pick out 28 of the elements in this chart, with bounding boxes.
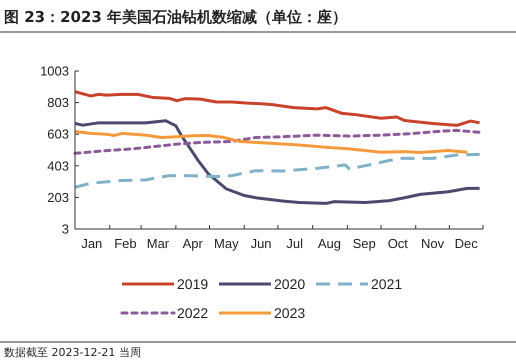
x-tick-label: Jul [286,236,304,251]
legend-label: 2021 [371,276,402,292]
x-tick-label: Nov [421,236,445,251]
x-tick-label: Oct [388,236,408,251]
legend-label: 2020 [274,276,306,292]
x-tick-label: Aug [318,236,342,251]
x-tick-label: Dec [454,236,478,251]
legend-label: 2022 [177,305,208,321]
x-tick-label: Jan [81,236,102,251]
x-tick-label: Sep [352,236,376,251]
x-tick-label: Apr [182,236,204,251]
x-tick-label: Feb [114,236,137,251]
y-tick-label: 203 [47,190,69,205]
y-tick-label: 603 [47,126,69,142]
x-tick-label: Mar [146,236,170,251]
line-series [74,90,482,127]
legend-label: 2019 [177,276,208,292]
y-tick-label: 1003 [40,64,69,78]
chart-title: 图 23：2023 年美国石油钻机数缩减（单位：座） [4,8,348,26]
x-tick-label: May [214,236,240,251]
text: 数据截至 2023-12-21 当周 [4,346,141,359]
y-tick-label: 3 [62,222,69,236]
line-series [74,152,482,189]
x-tick-label: Jun [250,236,272,251]
line-series [74,119,482,205]
legend-label: 2023 [274,305,306,321]
y-tick-label: 803 [47,95,69,110]
y-tick-label: 403 [47,158,69,174]
